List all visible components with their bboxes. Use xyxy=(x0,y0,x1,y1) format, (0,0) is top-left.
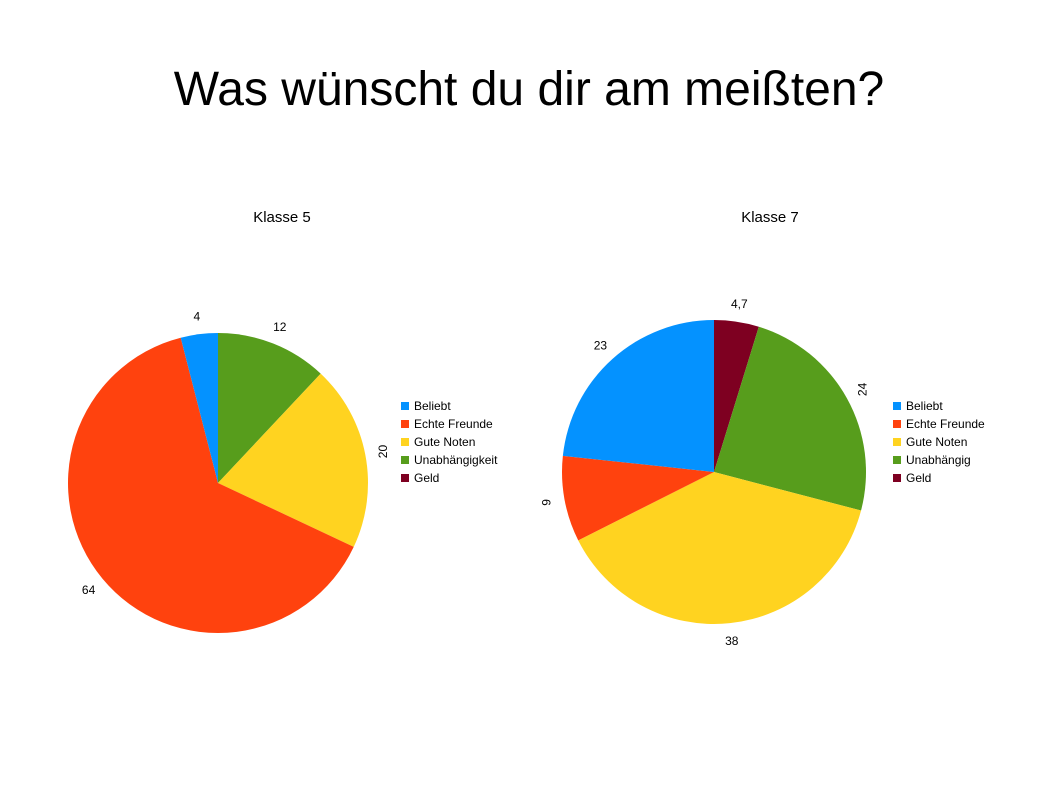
pie-slice-unabhaengig xyxy=(714,326,867,511)
pie-slice-echte-freunde xyxy=(561,455,714,541)
pie-slice-unabhaengigkeit xyxy=(218,333,321,483)
legend-swatch-beliebt xyxy=(893,402,901,410)
pie-slice-echte-freunde xyxy=(67,337,354,633)
chart-title: Klasse 5 xyxy=(253,209,311,226)
legend-label-gute-noten: Gute Noten xyxy=(906,435,967,449)
slide-title: Was wünscht du dir am meißten? xyxy=(173,63,885,116)
legend-label-beliebt: Beliebt xyxy=(414,399,451,413)
data-label-beliebt: 4 xyxy=(194,309,201,323)
legend-label-unabhaengig: Unabhängig xyxy=(906,453,971,467)
legend-swatch-geld xyxy=(401,474,409,482)
legend-label-geld: Geld xyxy=(906,471,931,485)
chart-title: Klasse 7 xyxy=(741,209,799,226)
legend-swatch-gute-noten xyxy=(401,438,409,446)
data-label-unabhaengig: 24 xyxy=(856,382,870,396)
legend-swatch-gute-noten xyxy=(893,438,901,446)
legend-label-echte-freunde: Echte Freunde xyxy=(414,417,493,431)
legend-label-echte-freunde: Echte Freunde xyxy=(906,417,985,431)
pie-slice-geld xyxy=(714,319,759,472)
pie-slice-beliebt xyxy=(180,333,218,483)
legend-swatch-geld xyxy=(893,474,901,482)
data-label-echte-freunde: 9 xyxy=(540,499,554,506)
data-label-gute-noten: 20 xyxy=(376,445,390,459)
data-label-gute-noten: 38 xyxy=(725,634,739,648)
data-label-unabhaengigkeit: 12 xyxy=(273,320,287,334)
pie-slice-gute-noten xyxy=(578,472,862,625)
pie-chart-klasse-5: Klasse 5 12 20 64 4 Beliebt Echte Freunde Gute … xyxy=(67,209,498,633)
legend-label-unabhaengigkeit: Unabhängigkeit xyxy=(414,453,498,467)
legend-swatch-beliebt xyxy=(401,402,409,410)
legend-swatch-echte-freunde xyxy=(893,420,901,428)
pie-chart-klasse-7: Klasse 7 4,7 24 38 9 23 Beliebt Echte Freunde Gu… xyxy=(540,209,985,648)
data-label-beliebt: 23 xyxy=(594,339,608,353)
legend-label-beliebt: Beliebt xyxy=(906,399,943,413)
legend-swatch-unabhaengigkeit xyxy=(401,456,409,464)
legend-swatch-unabhaengig xyxy=(893,456,901,464)
data-label-geld: 4,7 xyxy=(731,297,748,311)
pie-slice-beliebt xyxy=(562,319,714,472)
legend-label-geld: Geld xyxy=(414,471,439,485)
data-label-echte-freunde: 64 xyxy=(82,583,96,597)
legend-swatch-echte-freunde xyxy=(401,420,409,428)
pie-slice-gute-noten xyxy=(218,373,368,547)
legend-label-gute-noten: Gute Noten xyxy=(414,435,475,449)
